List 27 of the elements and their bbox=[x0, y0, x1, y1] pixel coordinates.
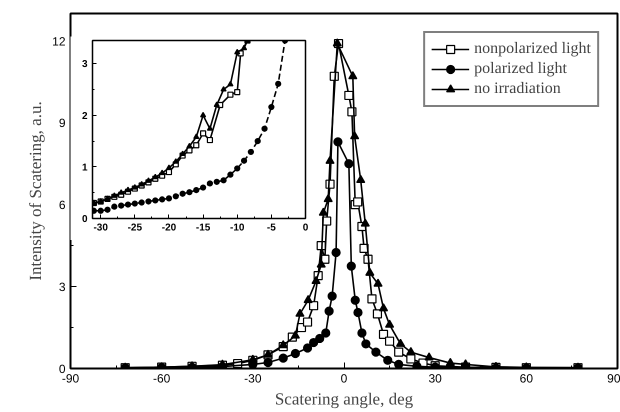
legend-label: nonpolarized light bbox=[474, 40, 591, 58]
x-tick-label: -25 bbox=[128, 222, 142, 234]
y-tick-label: 6 bbox=[58, 198, 66, 212]
y-tick-label: 1 bbox=[82, 162, 88, 174]
x-tick-label: 0 bbox=[340, 372, 348, 386]
x-axis-title: Scatering angle, deg bbox=[274, 390, 414, 408]
y-tick-label: 3 bbox=[58, 280, 66, 294]
legend-label: no irradiation bbox=[474, 80, 561, 98]
y-tick-label: 2 bbox=[82, 110, 88, 122]
x-tick-label: 90 bbox=[607, 372, 620, 386]
y-tick-label: 12 bbox=[52, 34, 66, 48]
x-tick-label: 0 bbox=[302, 222, 309, 234]
y-tick-label: 3 bbox=[82, 59, 88, 70]
x-tick-label: -30 bbox=[93, 222, 108, 234]
y-tick-label: 0 bbox=[58, 362, 66, 376]
x-tick-label: -30 bbox=[244, 372, 262, 386]
x-tick-label: -5 bbox=[266, 222, 276, 234]
y-tick-label: 0 bbox=[82, 214, 88, 225]
x-tick-label: 60 bbox=[520, 372, 534, 386]
x-tick-label: -10 bbox=[230, 222, 245, 234]
x-tick-label: -15 bbox=[196, 222, 211, 234]
x-tick-label: -20 bbox=[162, 222, 177, 234]
legend-label: polarized light bbox=[474, 60, 567, 78]
y-tick-label: 9 bbox=[58, 116, 66, 130]
x-tick-label: -60 bbox=[152, 372, 171, 386]
y-axis-title: Intensity of Scatering, a.u. bbox=[26, 101, 46, 281]
x-tick-label: 30 bbox=[428, 372, 442, 386]
